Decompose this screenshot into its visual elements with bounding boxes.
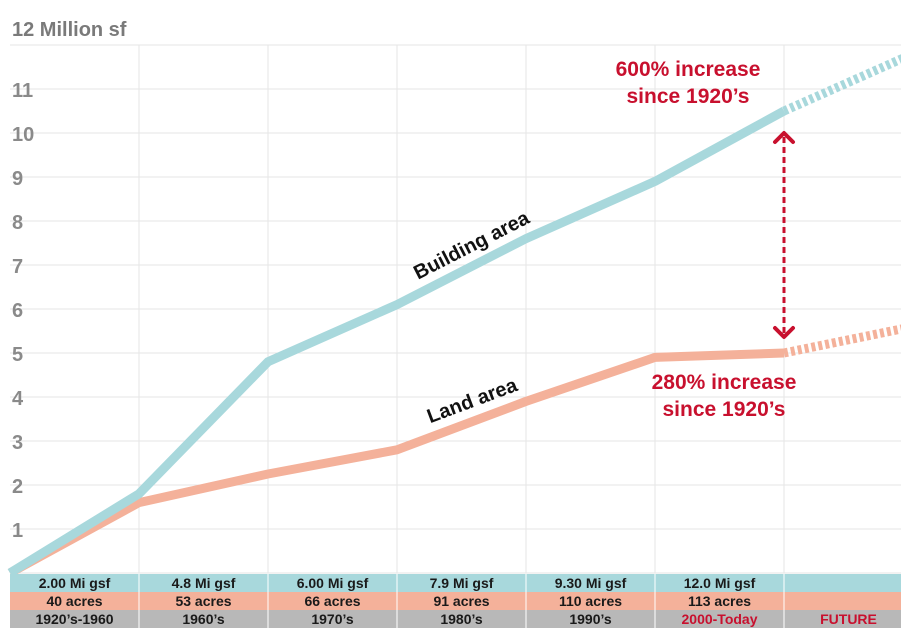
y-tick-label: 6 — [12, 300, 23, 322]
y-tick-label: 2 — [12, 476, 23, 498]
table-cell: 110 acres — [559, 593, 622, 609]
table-cell: 1980’s — [440, 611, 483, 627]
annotations: 600% increase since 1920’s 280% increase si… — [616, 58, 797, 421]
table-cell: 1990’s — [569, 611, 612, 627]
table-cell: 113 acres — [688, 593, 751, 609]
series-future-dashed — [783, 324, 901, 358]
table-cell: 4.8 Mi gsf — [172, 575, 236, 591]
grid — [10, 44, 901, 574]
table-cell: 9.30 Mi gsf — [555, 575, 627, 591]
y-tick-label: 9 — [12, 168, 23, 190]
annotation-text: 280% increase — [652, 371, 797, 394]
table-cell: 1960’s — [182, 611, 225, 627]
annotation-text: since 1920’s — [663, 398, 786, 421]
table-cell: 1920’s-1960 — [35, 611, 113, 627]
series-line — [7, 348, 785, 577]
table-cell: 53 acres — [175, 593, 231, 609]
y-tick-label: 1 — [12, 520, 23, 542]
y-tick-label: 3 — [12, 432, 23, 454]
table-row — [10, 610, 901, 628]
y-tick-label: 10 — [12, 124, 34, 146]
table-row — [10, 574, 901, 592]
arrow-head-up — [773, 131, 795, 144]
y-axis: 12 Million sf 1 2 3 4 5 6 7 8 9 10 11 — [12, 19, 127, 542]
y-tick-label: 4 — [12, 388, 24, 410]
data-table: 2.00 Mi gsf 4.8 Mi gsf 6.00 Mi gsf 7.9 Mi g… — [10, 574, 901, 628]
arrow-head-down — [773, 326, 795, 339]
annotation-text: 600% increase — [616, 58, 761, 81]
annotation-text: since 1920’s — [627, 85, 750, 108]
y-tick-label: 8 — [12, 212, 23, 234]
y-tick-label: 5 — [12, 344, 23, 366]
table-cell: 1970’s — [311, 611, 354, 627]
table-cell: 66 acres — [304, 593, 360, 609]
y-axis-title: 12 Million sf — [12, 19, 127, 41]
series-lines — [7, 54, 901, 577]
series-future-dashed — [782, 54, 901, 116]
table-cell: 2.00 Mi gsf — [39, 575, 111, 591]
series-line — [7, 107, 787, 577]
table-cell: 2000-Today — [682, 611, 758, 627]
table-row — [10, 592, 901, 610]
y-tick-label: 7 — [12, 256, 23, 278]
difference-arrow — [773, 131, 795, 339]
y-tick-label: 11 — [12, 80, 33, 102]
table-cell: FUTURE — [820, 611, 877, 627]
table-cell: 91 acres — [433, 593, 489, 609]
table-cell: 40 acres — [46, 593, 102, 609]
table-cell: 6.00 Mi gsf — [297, 575, 369, 591]
table-cell: 12.0 Mi gsf — [684, 575, 756, 591]
table-cell: 7.9 Mi gsf — [430, 575, 494, 591]
